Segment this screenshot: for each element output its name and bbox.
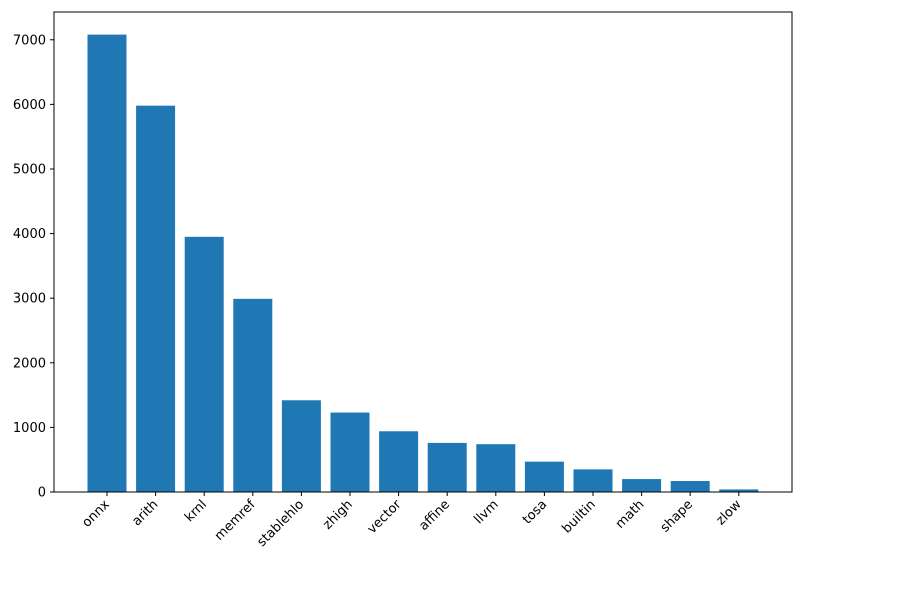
bar-math <box>622 479 662 492</box>
bar-llvm <box>476 444 516 492</box>
x-tick-label: affine <box>416 497 453 534</box>
y-tick-label: 1000 <box>13 421 46 436</box>
y-tick-label: 7000 <box>13 33 46 48</box>
x-tick-label: vector <box>365 497 405 537</box>
x-tick-label: tosa <box>520 497 550 527</box>
bar-zhigh <box>330 412 370 492</box>
bar-vector <box>379 431 419 492</box>
x-tick-label: stablehlo <box>255 497 308 550</box>
x-tick-label: builtin <box>559 497 598 536</box>
y-tick-label: 0 <box>38 486 46 501</box>
x-tick-label: llvm <box>472 497 502 527</box>
x-tick-label: zhigh <box>320 497 355 532</box>
bar-tosa <box>524 461 564 492</box>
y-tick-label: 4000 <box>13 227 46 242</box>
bar-memref <box>233 298 273 492</box>
y-tick-label: 6000 <box>13 98 46 113</box>
bar-shape <box>670 481 710 492</box>
y-axis: 0 1000 2000 3000 4000 5000 6000 7000 <box>13 33 54 501</box>
bars-group <box>87 34 759 493</box>
x-tick-label: krnl <box>182 497 210 525</box>
y-tick-label: 3000 <box>13 292 46 307</box>
bar-arith <box>136 105 176 493</box>
plot-area-background <box>54 12 792 492</box>
x-tick-label: math <box>613 497 648 532</box>
x-tick-label: shape <box>658 497 696 535</box>
bar-stablehlo <box>281 400 321 492</box>
bar-zlow <box>719 489 759 492</box>
x-tick-label: memref <box>212 497 259 544</box>
bar-krnl <box>184 236 224 492</box>
x-tick-label: zlow <box>713 497 744 528</box>
axes-frame <box>53 11 793 493</box>
y-tick-label: 2000 <box>13 356 46 371</box>
y-tick-label: 5000 <box>13 162 46 177</box>
bar-onnx <box>87 34 127 493</box>
bar-affine <box>427 442 467 492</box>
x-tick-label: arith <box>129 497 161 529</box>
x-tick-label: onnx <box>79 497 113 531</box>
bar-builtin <box>573 469 613 492</box>
